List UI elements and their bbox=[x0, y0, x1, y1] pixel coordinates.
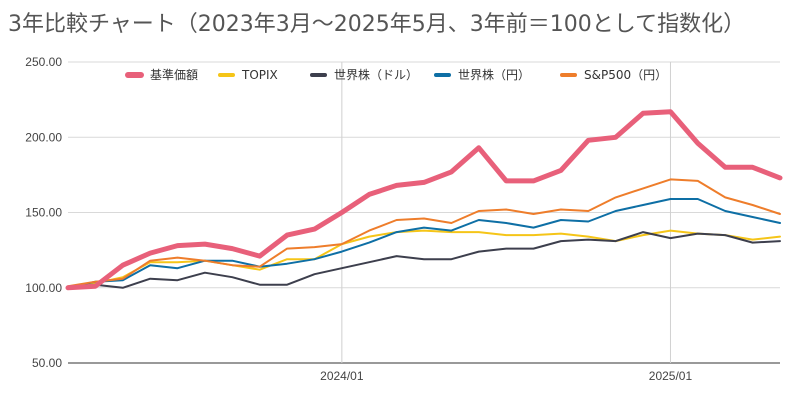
chart-title: 3年比較チャート（2023年3月～2025年5月、3年前＝100として指数化） bbox=[8, 12, 746, 37]
y-tick-label: 50.00 bbox=[32, 356, 62, 370]
legend-label: 世界株（円） bbox=[458, 67, 530, 82]
legend-label: TOPIX bbox=[241, 68, 278, 82]
series-line-4 bbox=[67, 178, 781, 288]
x-tick-label: 2025/01 bbox=[649, 369, 693, 383]
series-line-3 bbox=[67, 198, 781, 289]
series-line-0 bbox=[65, 109, 783, 291]
y-tick-label: 250.00 bbox=[25, 55, 62, 69]
y-tick-label: 150.00 bbox=[25, 206, 62, 220]
legend-label: 基準価額 bbox=[150, 67, 198, 82]
legend-label: 世界株（ドル） bbox=[334, 67, 418, 82]
series-line-1 bbox=[67, 229, 781, 289]
x-tick-label: 2024/01 bbox=[320, 369, 364, 383]
y-tick-label: 200.00 bbox=[25, 130, 62, 144]
series-line-2 bbox=[67, 231, 781, 289]
legend-label: S&P500（円） bbox=[584, 68, 667, 82]
y-tick-label: 100.00 bbox=[25, 281, 62, 295]
